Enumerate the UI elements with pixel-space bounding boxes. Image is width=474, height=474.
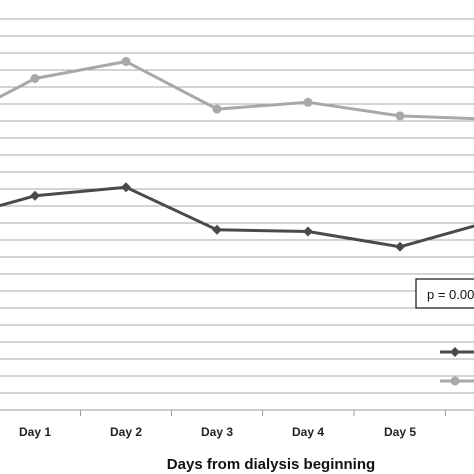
- data-point: [30, 74, 40, 83]
- data-point: [395, 111, 405, 121]
- gridlines: [0, 18, 474, 394]
- legend-marker-series-1: [450, 347, 460, 357]
- legend-marker-series-2: [450, 376, 460, 386]
- series-line-1: [0, 185, 474, 249]
- series-lines: [0, 57, 474, 252]
- data-point: [212, 224, 222, 235]
- x-axis-tick-labels: Day 1 Day 2 Day 3 Day 4 Day 5: [19, 425, 416, 439]
- data-point: [121, 57, 131, 66]
- data-point: [212, 104, 222, 114]
- data-point: [303, 97, 313, 107]
- annotation-box: [415, 278, 474, 309]
- legend: [440, 347, 474, 386]
- x-tick-label: Day 3: [201, 425, 233, 439]
- x-tick-label: Day 4: [292, 425, 324, 439]
- p-value-annotation: p = 0.00: [415, 278, 474, 309]
- x-tick-label: Day 2: [110, 425, 142, 439]
- x-tick-label: Day 1: [19, 425, 51, 439]
- x-tick-label: Day 5: [384, 425, 416, 439]
- data-point: [121, 182, 131, 193]
- data-point: [395, 241, 405, 252]
- x-axis-ticks: [80, 410, 446, 416]
- annotation-text: p = 0.00: [427, 287, 474, 302]
- data-point: [30, 190, 40, 201]
- data-point: [303, 226, 313, 237]
- x-axis-title: Days from dialysis beginning: [167, 456, 375, 473]
